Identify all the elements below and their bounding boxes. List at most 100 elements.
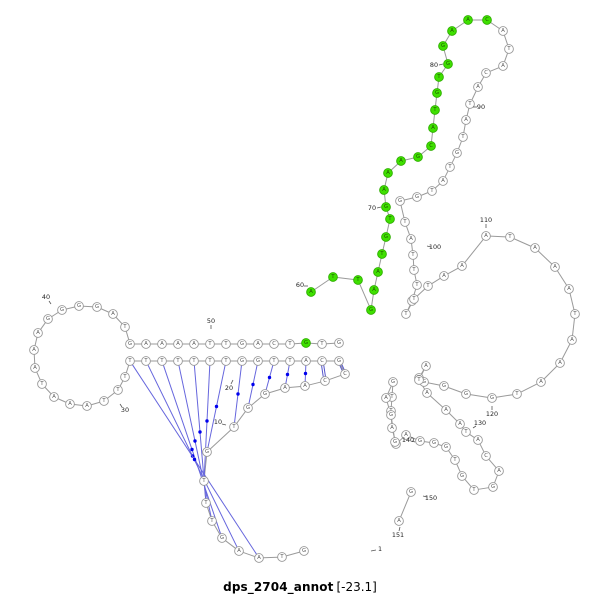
- nucleotide-circle[interactable]: [457, 471, 467, 481]
- nucleotide-circle[interactable]: [414, 375, 424, 385]
- nucleotide-circle[interactable]: [512, 389, 522, 399]
- nucleotide-circle[interactable]: [254, 553, 264, 563]
- nucleotide-circle[interactable]: [30, 363, 40, 373]
- nucleotide-circle[interactable]: [269, 339, 279, 349]
- nucleotide-circle[interactable]: [301, 356, 311, 366]
- nucleotide-circle[interactable]: [328, 272, 338, 282]
- nucleotide-circle[interactable]: [173, 356, 183, 366]
- nucleotide-circle[interactable]: [428, 123, 438, 133]
- nucleotide-circle[interactable]: [412, 192, 422, 202]
- nucleotide-circle[interactable]: [285, 339, 295, 349]
- nucleotide-circle[interactable]: [320, 376, 330, 386]
- nucleotide-circle[interactable]: [381, 202, 391, 212]
- nucleotide-circle[interactable]: [438, 41, 448, 51]
- nucleotide-circle[interactable]: [461, 427, 471, 437]
- nucleotide-circle[interactable]: [550, 262, 560, 272]
- nucleotide-circle[interactable]: [570, 309, 580, 319]
- nucleotide-circle[interactable]: [277, 552, 287, 562]
- nucleotide-circle[interactable]: [237, 356, 247, 366]
- nucleotide-circle[interactable]: [381, 393, 391, 403]
- nucleotide-circle[interactable]: [422, 388, 432, 398]
- nucleotide-circle[interactable]: [469, 485, 479, 495]
- nucleotide-circle[interactable]: [74, 301, 84, 311]
- nucleotide-circle[interactable]: [409, 265, 419, 275]
- nucleotide-circle[interactable]: [82, 401, 92, 411]
- nucleotide-circle[interactable]: [441, 405, 451, 415]
- nucleotide-circle[interactable]: [394, 516, 404, 526]
- nucleotide-circle[interactable]: [395, 196, 405, 206]
- nucleotide-circle[interactable]: [423, 281, 433, 291]
- nucleotide-circle[interactable]: [450, 455, 460, 465]
- nucleotide-circle[interactable]: [429, 438, 439, 448]
- nucleotide-circle[interactable]: [426, 141, 436, 151]
- nucleotide-circle[interactable]: [383, 168, 393, 178]
- nucleotide-circle[interactable]: [401, 430, 411, 440]
- nucleotide-circle[interactable]: [125, 356, 135, 366]
- nucleotide-circle[interactable]: [269, 356, 279, 366]
- nucleotide-circle[interactable]: [415, 436, 425, 446]
- nucleotide-circle[interactable]: [366, 305, 376, 315]
- nucleotide-circle[interactable]: [306, 287, 316, 297]
- nucleotide-circle[interactable]: [406, 487, 416, 497]
- nucleotide-circle[interactable]: [29, 345, 39, 355]
- nucleotide-circle[interactable]: [205, 356, 215, 366]
- nucleotide-circle[interactable]: [113, 385, 123, 395]
- nucleotide-circle[interactable]: [49, 392, 59, 402]
- nucleotide-circle[interactable]: [377, 249, 387, 259]
- nucleotide-circle[interactable]: [401, 309, 411, 319]
- nucleotide-circle[interactable]: [412, 280, 422, 290]
- nucleotide-circle[interactable]: [452, 148, 462, 158]
- nucleotide-circle[interactable]: [504, 44, 514, 54]
- nucleotide-circle[interactable]: [243, 403, 253, 413]
- nucleotide-circle[interactable]: [189, 339, 199, 349]
- nucleotide-circle[interactable]: [317, 339, 327, 349]
- nucleotide-circle[interactable]: [481, 451, 491, 461]
- nucleotide-circle[interactable]: [300, 381, 310, 391]
- nucleotide-circle[interactable]: [108, 309, 118, 319]
- nucleotide-circle[interactable]: [457, 261, 467, 271]
- nucleotide-circle[interactable]: [317, 356, 327, 366]
- nucleotide-circle[interactable]: [461, 389, 471, 399]
- nucleotide-circle[interactable]: [199, 476, 209, 486]
- nucleotide-circle[interactable]: [205, 339, 215, 349]
- nucleotide-circle[interactable]: [439, 381, 449, 391]
- nucleotide-circle[interactable]: [388, 377, 398, 387]
- nucleotide-circle[interactable]: [386, 410, 396, 420]
- nucleotide-circle[interactable]: [530, 243, 540, 253]
- nucleotide-circle[interactable]: [505, 232, 515, 242]
- nucleotide-circle[interactable]: [99, 396, 109, 406]
- nucleotide-circle[interactable]: [390, 437, 400, 447]
- nucleotide-circle[interactable]: [564, 284, 574, 294]
- nucleotide-circle[interactable]: [406, 234, 416, 244]
- nucleotide-circle[interactable]: [381, 232, 391, 242]
- nucleotide-circle[interactable]: [432, 88, 442, 98]
- nucleotide-circle[interactable]: [473, 82, 483, 92]
- nucleotide-circle[interactable]: [221, 339, 231, 349]
- nucleotide-circle[interactable]: [396, 156, 406, 166]
- nucleotide-circle[interactable]: [234, 546, 244, 556]
- nucleotide-circle[interactable]: [43, 314, 53, 324]
- nucleotide-circle[interactable]: [458, 132, 468, 142]
- nucleotide-circle[interactable]: [157, 339, 167, 349]
- nucleotide-circle[interactable]: [409, 294, 419, 304]
- nucleotide-circle[interactable]: [221, 356, 231, 366]
- nucleotide-circle[interactable]: [260, 389, 270, 399]
- nucleotide-circle[interactable]: [567, 335, 577, 345]
- nucleotide-circle[interactable]: [92, 302, 102, 312]
- nucleotide-circle[interactable]: [439, 271, 449, 281]
- nucleotide-circle[interactable]: [413, 152, 423, 162]
- nucleotide-circle[interactable]: [482, 15, 492, 25]
- nucleotide-circle[interactable]: [400, 217, 410, 227]
- nucleotide-circle[interactable]: [141, 356, 151, 366]
- nucleotide-circle[interactable]: [120, 372, 130, 382]
- nucleotide-circle[interactable]: [408, 250, 418, 260]
- nucleotide-circle[interactable]: [473, 435, 483, 445]
- nucleotide-circle[interactable]: [340, 369, 350, 379]
- nucleotide-circle[interactable]: [253, 339, 263, 349]
- nucleotide-circle[interactable]: [173, 339, 183, 349]
- nucleotide-circle[interactable]: [434, 72, 444, 82]
- nucleotide-circle[interactable]: [463, 15, 473, 25]
- nucleotide-circle[interactable]: [421, 361, 431, 371]
- nucleotide-circle[interactable]: [57, 305, 67, 315]
- nucleotide-circle[interactable]: [498, 61, 508, 71]
